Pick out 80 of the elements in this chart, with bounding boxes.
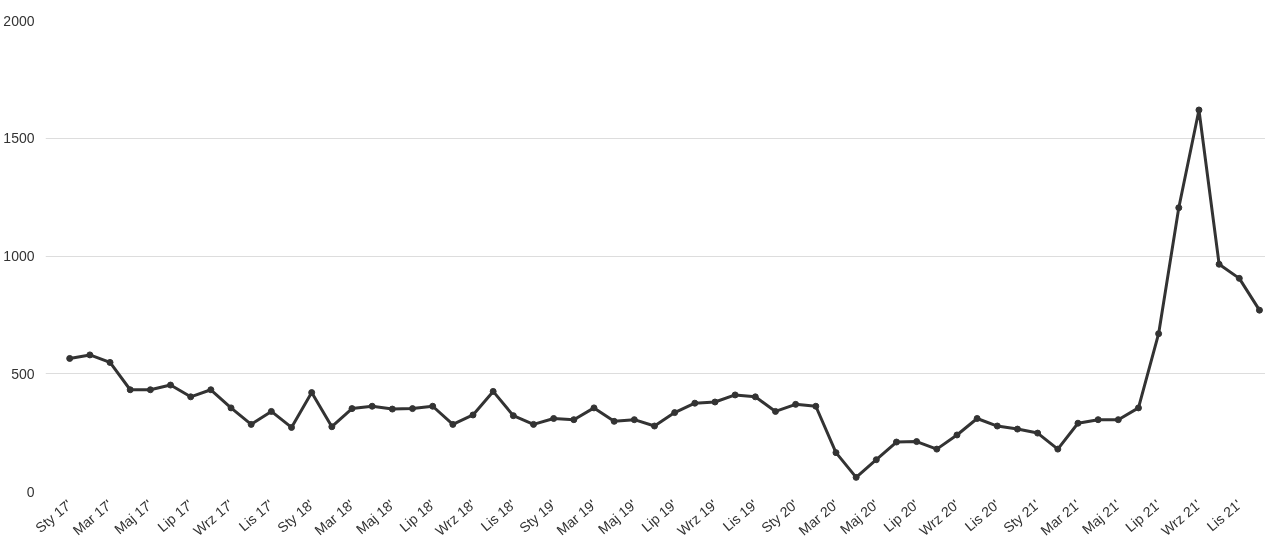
x-tick-label: Wrz 20': [916, 496, 963, 539]
point: [1215, 260, 1223, 268]
point: [1013, 425, 1021, 433]
x-tick-label: Lis 18': [477, 496, 519, 535]
y-tick-label: 1500: [3, 130, 35, 147]
point: [691, 399, 699, 407]
point: [711, 398, 719, 406]
x-tick-label: Maj 19': [594, 496, 640, 538]
point: [66, 354, 74, 362]
point: [771, 407, 779, 415]
point: [933, 445, 941, 453]
point: [993, 422, 1001, 430]
point: [429, 402, 437, 410]
point: [449, 420, 457, 428]
point: [792, 400, 800, 408]
point: [913, 438, 921, 446]
point: [1235, 274, 1243, 282]
point: [812, 402, 820, 410]
point: [1255, 306, 1263, 314]
point: [751, 393, 759, 401]
y-tick-label: 2000: [3, 12, 35, 29]
point: [409, 405, 417, 413]
point: [348, 405, 356, 413]
point: [630, 416, 638, 424]
point: [671, 409, 679, 417]
point: [227, 404, 235, 412]
x-tick-label: Lis 21': [1203, 496, 1245, 535]
point: [86, 351, 94, 359]
point: [1054, 445, 1062, 453]
x-tick-label: Lis 20': [961, 496, 1003, 535]
point: [509, 412, 517, 420]
x-tick-label: Lis 19': [719, 496, 761, 535]
x-tick-label: Wrz 19': [674, 496, 721, 539]
point: [247, 420, 255, 428]
point: [1134, 404, 1142, 412]
y-tick-label: 0: [26, 483, 35, 500]
x-tick-label: Maj 21': [1078, 496, 1124, 538]
point: [650, 422, 658, 430]
point: [973, 415, 981, 422]
point: [1094, 416, 1102, 424]
point: [550, 415, 558, 422]
point: [953, 431, 961, 439]
point: [1175, 204, 1183, 212]
point: [872, 456, 880, 464]
x-tick-label: Wrz 18': [432, 496, 479, 539]
point: [832, 449, 840, 457]
y-tick-label: 500: [11, 365, 35, 382]
point: [388, 405, 396, 413]
point: [852, 473, 860, 481]
point: [530, 420, 537, 428]
point: [328, 423, 336, 431]
point: [167, 381, 175, 389]
x-tick-label: Maj 20': [836, 496, 882, 538]
x-tick-label: Maj 18': [353, 496, 398, 538]
point: [892, 438, 900, 446]
y-tick-label: 1000: [3, 248, 35, 264]
point: [368, 402, 376, 410]
point: [1155, 330, 1163, 338]
point: [1034, 429, 1042, 437]
x-tick-label: Maj 17': [111, 496, 156, 538]
point: [1114, 416, 1122, 424]
point: [308, 389, 316, 397]
point: [570, 416, 578, 424]
point: [489, 387, 497, 395]
point: [610, 417, 618, 425]
point: [207, 386, 215, 394]
point: [288, 423, 296, 431]
x-tick-label: Wrz 21': [1158, 496, 1205, 539]
point: [146, 386, 154, 394]
point: [1074, 419, 1082, 427]
point: [1195, 106, 1203, 114]
point: [731, 391, 739, 399]
point: [106, 358, 114, 366]
point: [187, 393, 195, 401]
point: [590, 404, 598, 412]
point: [126, 386, 134, 394]
x-tick-label: Wrz 17': [190, 496, 237, 539]
x-tick-label: Lis 17': [235, 496, 277, 535]
point: [469, 411, 477, 419]
point: [267, 407, 275, 415]
